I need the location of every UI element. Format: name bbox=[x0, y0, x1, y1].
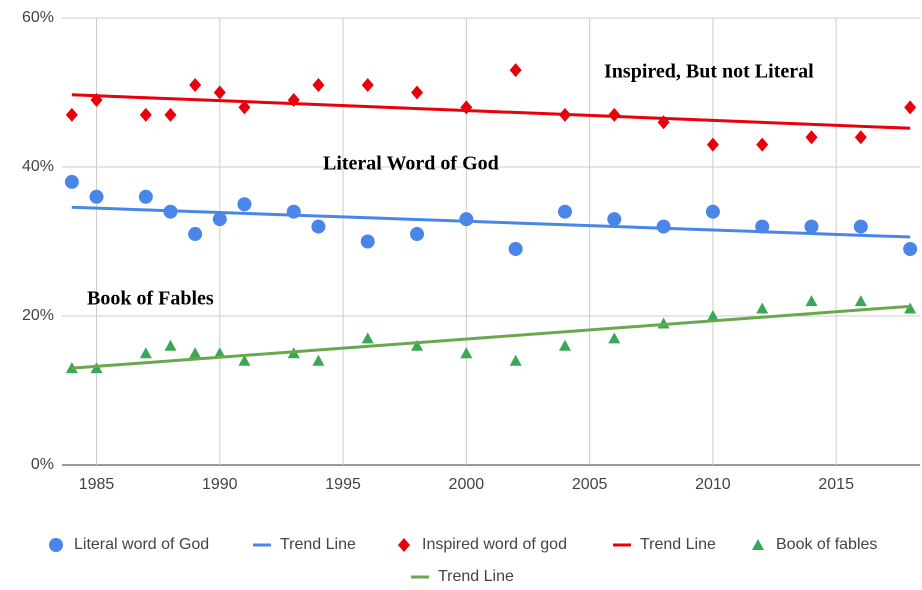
point bbox=[89, 189, 104, 204]
point bbox=[212, 212, 227, 227]
point bbox=[608, 332, 621, 344]
legend-symbol bbox=[752, 539, 764, 550]
point bbox=[853, 219, 868, 234]
annotation: Inspired, But not Literal bbox=[604, 61, 814, 83]
point bbox=[138, 189, 153, 204]
point bbox=[65, 107, 78, 122]
point bbox=[656, 219, 671, 234]
point bbox=[706, 137, 719, 152]
point bbox=[805, 295, 818, 307]
x-tick-label: 2015 bbox=[818, 476, 854, 493]
point bbox=[607, 212, 622, 227]
legend-label: Trend Line bbox=[280, 536, 356, 553]
x-tick-label: 1990 bbox=[202, 476, 238, 493]
annotation: Literal Word of God bbox=[323, 153, 499, 175]
point bbox=[237, 197, 252, 212]
legend-label: Literal word of God bbox=[74, 536, 209, 553]
legend-label: Inspired word of god bbox=[422, 536, 567, 553]
point bbox=[213, 347, 226, 359]
point bbox=[139, 347, 152, 359]
point bbox=[608, 107, 621, 122]
y-tick-label: 40% bbox=[22, 158, 54, 175]
point bbox=[360, 234, 375, 249]
point bbox=[904, 100, 917, 115]
point bbox=[705, 204, 720, 219]
point bbox=[164, 339, 177, 351]
point bbox=[460, 100, 473, 115]
point bbox=[854, 130, 867, 145]
point bbox=[164, 107, 177, 122]
x-tick-label: 1995 bbox=[325, 476, 361, 493]
legend-label: Trend Line bbox=[640, 536, 716, 553]
legend-symbol bbox=[398, 538, 410, 552]
point bbox=[189, 78, 202, 93]
legend-symbol bbox=[49, 538, 63, 552]
point bbox=[312, 78, 325, 93]
point bbox=[311, 219, 326, 234]
point bbox=[804, 219, 819, 234]
point bbox=[213, 85, 226, 100]
point bbox=[312, 354, 325, 366]
point bbox=[188, 227, 203, 242]
point bbox=[903, 241, 918, 256]
point bbox=[361, 332, 374, 344]
point bbox=[411, 339, 424, 351]
point bbox=[139, 107, 152, 122]
point bbox=[509, 354, 522, 366]
trend-line bbox=[71, 205, 911, 239]
x-tick-label: 2000 bbox=[449, 476, 485, 493]
point bbox=[557, 204, 572, 219]
point bbox=[460, 347, 473, 359]
point bbox=[904, 302, 917, 314]
point bbox=[410, 227, 425, 242]
trend-line bbox=[71, 93, 911, 130]
point bbox=[459, 212, 474, 227]
annotation: Book of Fables bbox=[87, 288, 214, 310]
point bbox=[509, 63, 522, 78]
y-tick-label: 20% bbox=[22, 307, 54, 324]
legend-label: Book of fables bbox=[776, 536, 877, 553]
point bbox=[508, 241, 523, 256]
point bbox=[238, 100, 251, 115]
x-tick-label: 2005 bbox=[572, 476, 608, 493]
point bbox=[64, 174, 79, 189]
point bbox=[238, 354, 251, 366]
point bbox=[558, 339, 571, 351]
point bbox=[756, 137, 769, 152]
point bbox=[854, 295, 867, 307]
point bbox=[805, 130, 818, 145]
point bbox=[706, 310, 719, 321]
point bbox=[756, 302, 769, 314]
x-tick-label: 2010 bbox=[695, 476, 731, 493]
y-tick-label: 60% bbox=[22, 9, 54, 26]
point bbox=[361, 78, 374, 93]
point bbox=[755, 219, 770, 234]
legend-label: Trend Line bbox=[438, 568, 514, 585]
y-tick-label: 0% bbox=[31, 456, 54, 473]
point bbox=[411, 85, 424, 100]
point bbox=[189, 347, 202, 359]
x-tick-label: 1985 bbox=[79, 476, 115, 493]
trend-line bbox=[71, 304, 911, 370]
